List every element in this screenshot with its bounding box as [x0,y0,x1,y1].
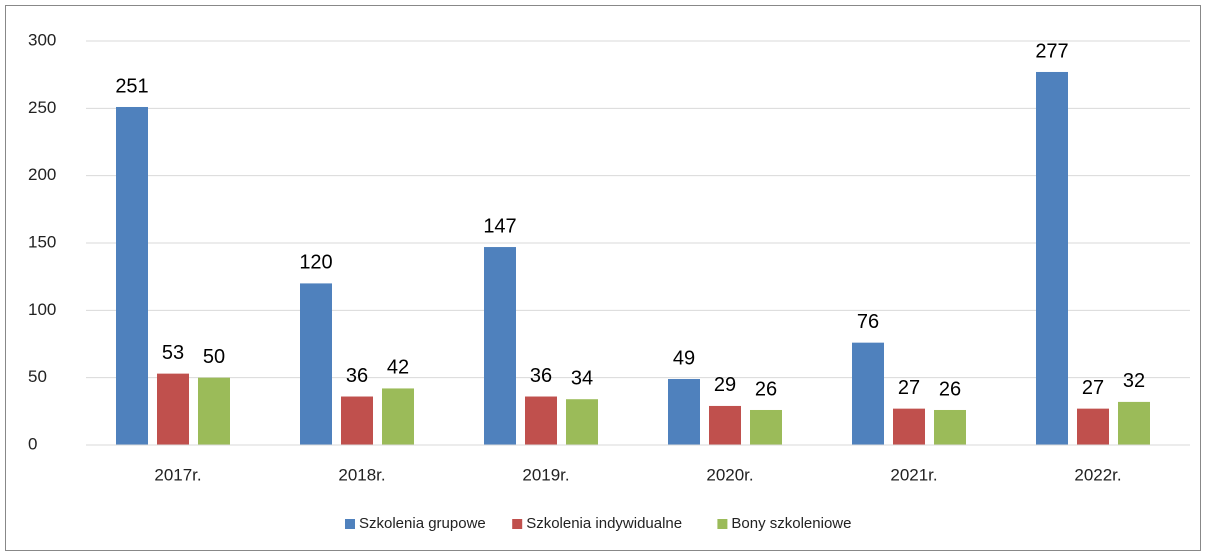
value-label: 36 [530,365,552,387]
bar [709,405,741,445]
value-label: 26 [755,378,777,400]
y-tick-label: 0 [28,434,37,453]
bar [934,409,966,445]
x-tick-label: 2019r. [522,465,569,484]
x-tick-label: 2018r. [338,465,385,484]
bar [198,377,230,445]
value-label: 29 [714,374,736,396]
bar [525,396,557,445]
value-label: 120 [299,252,332,274]
legend-swatch [717,519,728,529]
bar [382,388,414,445]
value-label: 36 [346,365,368,387]
x-tick-label: 2020r. [706,465,753,484]
y-tick-label: 150 [28,232,56,251]
bar [300,283,332,445]
x-tick-label: 2021r. [890,465,937,484]
value-label: 34 [571,367,593,389]
bar [566,399,598,445]
value-label: 26 [939,378,961,400]
legend-swatch [512,519,523,529]
value-label: 76 [857,311,879,333]
bar [750,409,782,445]
x-tick-label: 2022r. [1074,465,1121,484]
value-label: 32 [1123,370,1145,392]
bar [1077,408,1109,445]
legend-label: Bony szkoleniowe [731,515,851,532]
value-label: 277 [1035,40,1068,62]
value-label: 42 [387,357,409,379]
legend-swatch [345,519,355,529]
x-tick-label: 2017r. [154,465,201,484]
value-label: 27 [898,377,920,399]
bar [1036,71,1068,446]
bar [116,106,148,445]
value-label: 50 [203,346,225,368]
value-label: 53 [162,342,184,364]
value-label: 49 [673,347,695,369]
legend-label: Szkolenia grupowe [359,515,486,532]
y-tick-label: 250 [28,98,56,117]
y-tick-label: 50 [28,367,47,386]
value-label: 251 [115,75,148,97]
chart-border [5,5,1201,551]
value-label: 147 [483,215,516,237]
bar [157,373,189,445]
bar [668,379,700,445]
y-tick-label: 300 [28,30,56,49]
y-tick-label: 100 [28,300,56,319]
bar [1118,401,1150,445]
bar [341,396,373,445]
bar [893,408,925,445]
legend-label: Szkolenia indywidualne [526,515,682,532]
y-tick-label: 200 [28,165,56,184]
value-label: 27 [1082,377,1104,399]
bar [484,247,516,445]
bar [852,342,884,445]
